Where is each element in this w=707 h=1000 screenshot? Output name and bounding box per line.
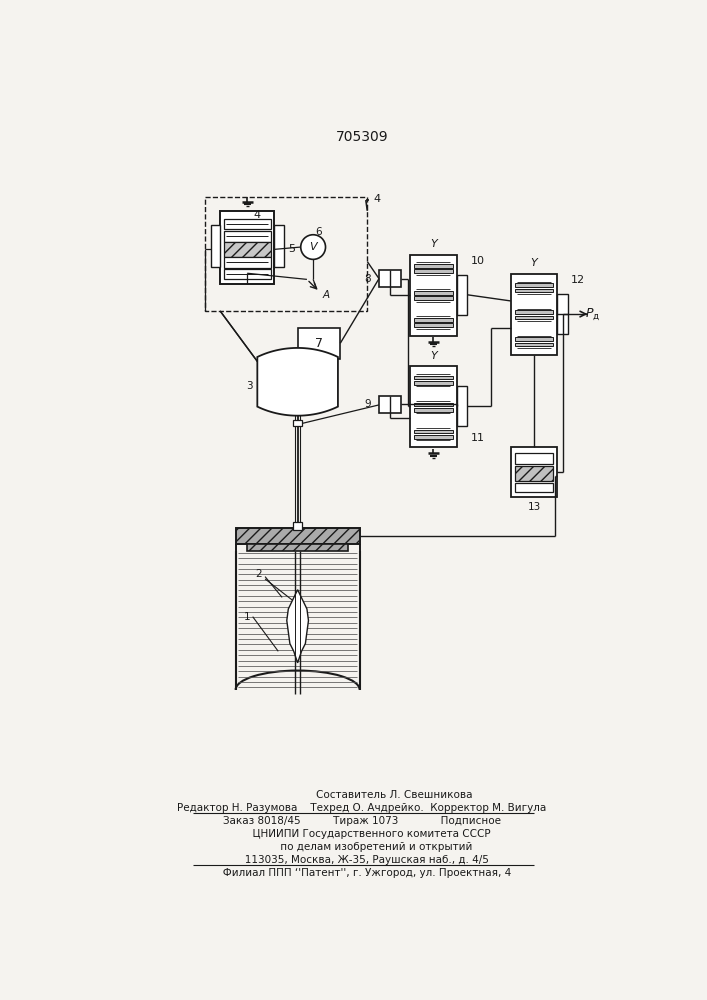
Text: 9: 9 xyxy=(365,399,371,409)
Text: 8: 8 xyxy=(365,274,371,284)
Bar xyxy=(457,275,467,315)
Text: 12: 12 xyxy=(571,275,585,285)
Text: 5: 5 xyxy=(288,244,296,254)
Bar xyxy=(220,211,274,284)
Bar xyxy=(414,291,452,295)
Bar xyxy=(224,242,271,257)
Text: Составитель Л. Свешникова: Составитель Л. Свешникова xyxy=(251,790,473,800)
Bar xyxy=(515,289,554,292)
Bar xyxy=(410,255,457,336)
Bar xyxy=(515,316,554,319)
Text: $P_{\rm д}$: $P_{\rm д}$ xyxy=(585,306,600,322)
Text: 10: 10 xyxy=(470,256,484,266)
Text: 13: 13 xyxy=(527,502,541,512)
Bar xyxy=(414,323,452,327)
Text: 4: 4 xyxy=(253,210,261,220)
Bar xyxy=(414,381,452,385)
Text: по делам изобретений и открытий: по делам изобретений и открытий xyxy=(251,842,473,852)
Text: 7: 7 xyxy=(315,337,322,350)
Text: Y: Y xyxy=(430,351,437,361)
Bar xyxy=(515,337,554,341)
Text: 705309: 705309 xyxy=(336,130,388,144)
Bar xyxy=(293,420,303,426)
Text: Филиал ППП ‘'Патент'', г. Ужгород, ул. Проектная, 4: Филиал ППП ‘'Патент'', г. Ужгород, ул. П… xyxy=(213,868,511,878)
Polygon shape xyxy=(257,348,338,416)
Bar xyxy=(224,219,271,229)
Bar xyxy=(515,310,554,314)
Bar xyxy=(510,274,557,355)
Bar xyxy=(414,318,452,322)
Text: 3: 3 xyxy=(246,381,253,391)
Circle shape xyxy=(300,235,325,259)
Bar xyxy=(293,522,303,530)
Bar xyxy=(510,447,557,497)
Bar xyxy=(414,408,452,412)
Text: 1: 1 xyxy=(244,612,250,622)
Text: A: A xyxy=(322,290,329,300)
Bar xyxy=(274,225,284,267)
Text: Заказ 8018/45          Тираж 1073             Подписное: Заказ 8018/45 Тираж 1073 Подписное xyxy=(223,816,501,826)
Bar xyxy=(410,366,457,447)
Bar xyxy=(224,257,271,268)
Polygon shape xyxy=(287,590,308,663)
Bar xyxy=(414,435,452,439)
Bar xyxy=(414,296,452,300)
Bar xyxy=(379,396,401,413)
Bar xyxy=(414,376,452,379)
Text: Редактор Н. Разумова    Техред О. Ачдрейко.  Корректор М. Вигула: Редактор Н. Разумова Техред О. Ачдрейко.… xyxy=(177,803,547,813)
Bar xyxy=(515,283,554,287)
Bar xyxy=(379,270,401,287)
Bar xyxy=(414,403,452,406)
Bar xyxy=(515,483,554,492)
Bar xyxy=(515,466,554,481)
Bar xyxy=(414,430,452,433)
Bar xyxy=(224,231,271,242)
Bar xyxy=(235,528,360,544)
Text: 2: 2 xyxy=(255,569,262,579)
Bar xyxy=(557,294,568,334)
Text: Y: Y xyxy=(430,239,437,249)
Bar xyxy=(414,269,452,273)
Bar xyxy=(247,544,348,551)
Text: V: V xyxy=(310,242,317,252)
Text: 4: 4 xyxy=(373,194,380,204)
Bar xyxy=(515,453,554,464)
Bar xyxy=(457,386,467,426)
Bar xyxy=(298,328,340,359)
Bar xyxy=(211,225,220,267)
Bar xyxy=(414,264,452,268)
Text: ЦНИИПИ Государственного комитета СССР: ЦНИИПИ Государственного комитета СССР xyxy=(233,829,491,839)
Bar xyxy=(224,269,271,279)
Bar xyxy=(515,343,554,346)
Text: 6: 6 xyxy=(315,227,322,237)
Text: Y: Y xyxy=(531,258,537,268)
Text: 11: 11 xyxy=(470,433,484,443)
Bar xyxy=(204,197,368,311)
Text: 113035, Москва, Ж-35, Раушская наб., д. 4/5: 113035, Москва, Ж-35, Раушская наб., д. … xyxy=(235,855,489,865)
